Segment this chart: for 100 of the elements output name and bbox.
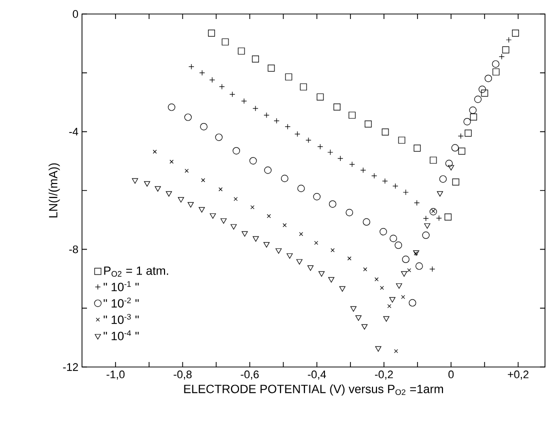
legend-label: P$_{O2}$ = 1 atm.: [104, 266, 168, 277]
point: [422, 232, 430, 239]
point: [286, 253, 293, 259]
point: [484, 74, 492, 82]
point: [392, 183, 398, 189]
point: [429, 266, 436, 272]
point: [263, 242, 270, 248]
point: [241, 98, 247, 104]
point: [396, 283, 402, 289]
point: [371, 172, 378, 179]
point: [346, 208, 354, 216]
legend-label: " 10$^{-2}$ ": [104, 298, 139, 308]
x-tick-label: -0,8: [174, 370, 192, 380]
point: [280, 174, 288, 182]
point: [407, 268, 412, 272]
point: [349, 161, 355, 168]
point: [170, 160, 174, 164]
point: [394, 242, 402, 249]
point: [361, 324, 368, 330]
point: [380, 286, 384, 290]
point: [188, 202, 194, 208]
point: [474, 96, 482, 103]
x-tick-label: -0,4: [308, 370, 326, 380]
point: [284, 124, 291, 130]
point: [416, 262, 423, 270]
point: [252, 236, 259, 242]
point: [380, 228, 387, 236]
point: [220, 218, 227, 224]
point: [318, 271, 325, 277]
point: [506, 36, 512, 43]
point: [431, 209, 436, 214]
point: [222, 38, 229, 46]
point: [387, 304, 392, 308]
point: [498, 54, 505, 60]
point: [448, 165, 454, 170]
point: [232, 147, 240, 154]
point: [339, 286, 346, 292]
point: [430, 156, 437, 164]
point: [210, 213, 216, 219]
point: [408, 299, 416, 307]
point: [382, 128, 389, 136]
point: [364, 120, 372, 128]
point: [337, 156, 344, 162]
point: [276, 248, 282, 254]
point: [451, 144, 459, 152]
point: [208, 30, 215, 37]
point: [502, 46, 510, 54]
point: [374, 277, 379, 282]
point: [184, 114, 192, 121]
x-tick-label: -0,6: [240, 370, 259, 380]
point: [414, 200, 420, 206]
point: [492, 68, 500, 76]
point: [330, 248, 335, 252]
point: [423, 216, 429, 222]
point: [178, 197, 184, 203]
point: [307, 265, 314, 271]
point: [360, 167, 366, 174]
point: [444, 213, 452, 220]
point: [436, 191, 444, 197]
point: [300, 83, 307, 90]
point: [328, 200, 336, 208]
point: [394, 349, 398, 354]
point: [383, 316, 390, 322]
point: [464, 130, 472, 137]
point: [296, 259, 302, 265]
point: [209, 77, 216, 83]
x-tick-label: 0: [448, 370, 454, 378]
point: [168, 104, 176, 111]
point: [478, 86, 486, 93]
point: [200, 122, 208, 130]
point: [389, 297, 396, 303]
point: [375, 346, 382, 352]
point: [414, 144, 421, 152]
point: [390, 234, 398, 242]
point: [294, 131, 300, 137]
point: [250, 205, 254, 210]
point: [355, 315, 362, 321]
point: [264, 112, 270, 118]
point: [144, 181, 150, 187]
point: [249, 157, 257, 164]
point: [348, 112, 356, 119]
point: [458, 148, 466, 155]
point: [201, 178, 206, 182]
point: [184, 168, 189, 173]
point: [229, 91, 236, 98]
point: [458, 133, 464, 139]
point: [401, 294, 406, 299]
point: [363, 267, 368, 272]
point: [316, 93, 324, 100]
point: [166, 191, 172, 197]
point: [317, 144, 324, 150]
point: [152, 150, 157, 154]
point: [238, 48, 245, 55]
point: [266, 214, 271, 218]
point: [299, 232, 304, 236]
x-tick-label: +0,2: [508, 370, 528, 380]
point: [219, 84, 225, 90]
y-tick-label: -8: [69, 245, 78, 254]
point: [439, 175, 447, 183]
x-tick-label: -1,0: [106, 370, 125, 380]
